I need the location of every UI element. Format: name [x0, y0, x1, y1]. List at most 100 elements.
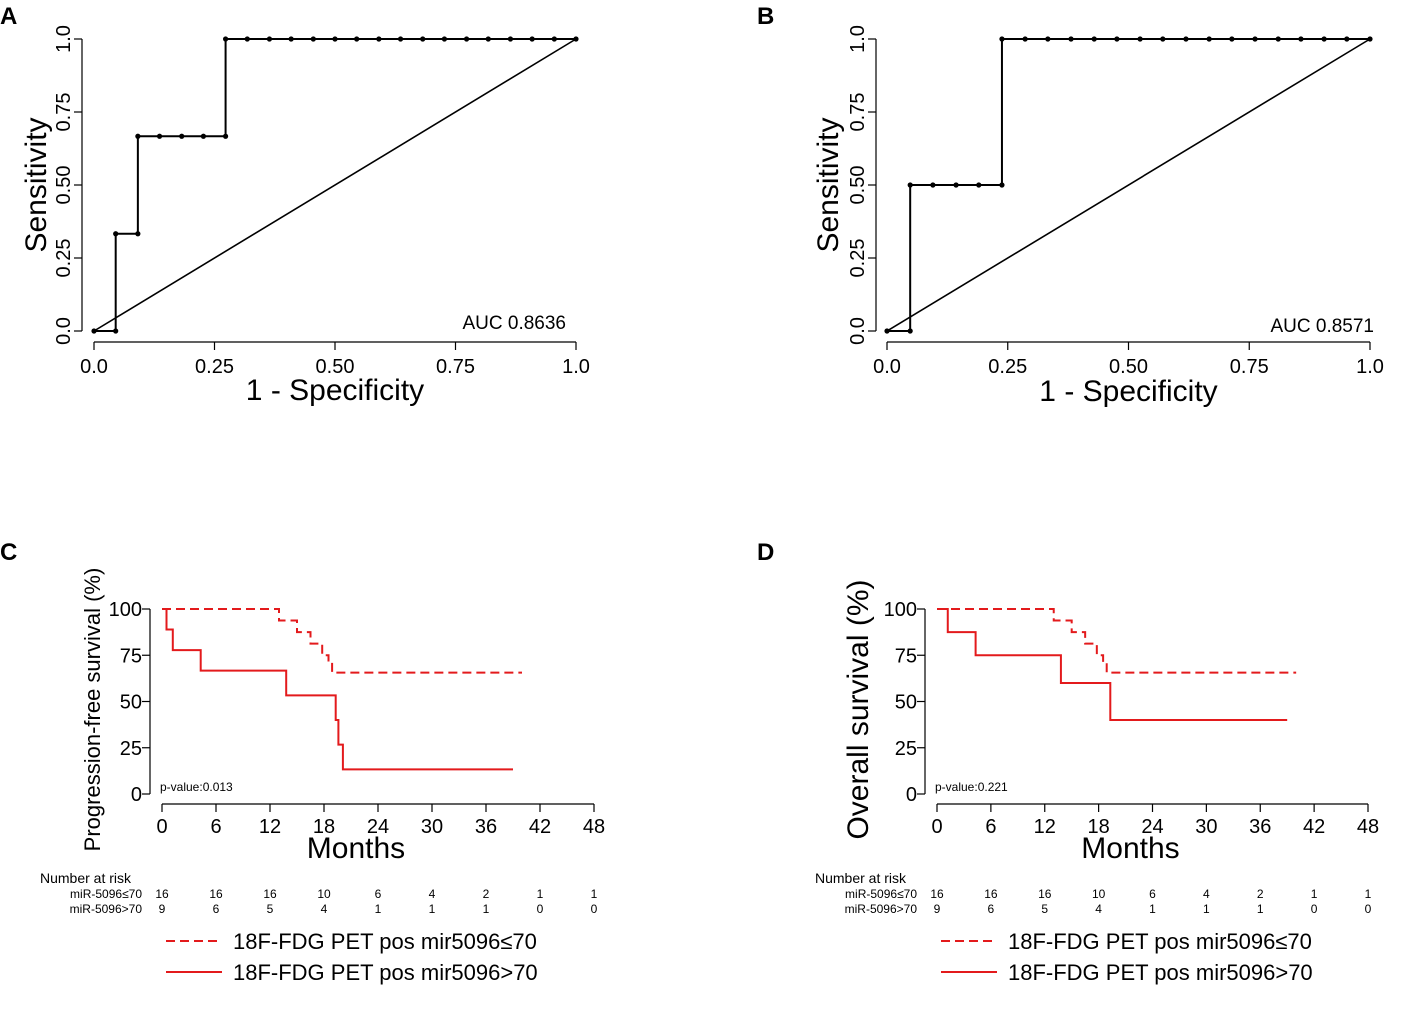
roc-point [1367, 36, 1373, 42]
risk-count: 16 [263, 887, 277, 901]
y-tick-label: 100 [884, 599, 917, 621]
y-tick-label: 0.75 [847, 93, 869, 132]
roc-point [884, 328, 890, 334]
y-tick-label: 0.50 [53, 166, 75, 205]
auc-label: AUC 0.8571 [1270, 316, 1374, 337]
roc-point [999, 182, 1005, 188]
roc-point [1160, 36, 1166, 42]
roc-point [930, 182, 936, 188]
y-tick-label: 0.0 [53, 317, 75, 345]
risk-count: 10 [317, 887, 331, 901]
x-tick-label: 30 [421, 816, 443, 838]
risk-count: 2 [1257, 887, 1264, 901]
legend-label: 18F-FDG PET pos mir5096>70 [1008, 960, 1313, 985]
y-tick-label: 0.50 [847, 166, 869, 205]
roc-point [376, 36, 382, 42]
y-axis-title: Progression-free survival (%) [80, 568, 105, 852]
y-tick-label: 1.0 [847, 25, 869, 53]
risk-count: 6 [375, 887, 382, 901]
x-tick-label: 0.25 [195, 356, 234, 378]
roc-point [222, 36, 229, 42]
roc-panel-b: B 0.0 0.25 0.50 0.75 1.0 0.0 0.25 0.50 0.75 1.0 1 -… [757, 3, 1384, 408]
roc-point [463, 36, 470, 42]
roc-point [441, 36, 448, 42]
y-tick-label: 0.25 [847, 239, 869, 278]
risk-count: 10 [1092, 887, 1106, 901]
roc-point [573, 36, 579, 42]
roc-point [1344, 36, 1350, 42]
x-tick-label: 36 [475, 816, 497, 838]
roc-point [1206, 36, 1212, 42]
y-tick-label: 0.25 [53, 239, 75, 278]
risk-table-title: Number at risk [815, 870, 907, 886]
risk-count: 4 [321, 902, 328, 916]
x-tick-label: 0 [931, 816, 942, 838]
x-tick-label: 0.0 [80, 356, 108, 378]
risk-row-label: miR-5096≤70 [70, 887, 142, 901]
reference-line [886, 38, 1371, 332]
roc-point [1229, 36, 1235, 42]
panel-label: A [0, 3, 17, 30]
risk-count: 4 [429, 887, 436, 901]
risk-count: 1 [483, 902, 490, 916]
y-tick-label: 100 [109, 599, 142, 621]
roc-point [113, 328, 119, 334]
roc-curve [94, 38, 576, 332]
y-tick-label: 25 [895, 738, 917, 760]
roc-point [907, 182, 913, 188]
roc-point [507, 36, 514, 42]
roc-point [91, 328, 97, 334]
risk-count: 16 [155, 887, 169, 901]
risk-count: 1 [537, 887, 544, 901]
reference-line [93, 38, 577, 332]
risk-table-title: Number at risk [40, 870, 132, 886]
y-tick-label: 50 [895, 692, 917, 714]
x-tick-label: 48 [1357, 816, 1379, 838]
risk-count: 1 [1365, 887, 1372, 901]
legend-label: 18F-FDG PET pos mir5096≤70 [1008, 929, 1312, 954]
survival-curve-high [162, 608, 513, 771]
roc-point [1252, 36, 1258, 42]
x-tick-label: 0.50 [1109, 356, 1148, 378]
x-tick-label: 18 [313, 816, 335, 838]
auc-label: AUC 0.8636 [462, 313, 566, 334]
roc-point [244, 36, 250, 42]
risk-count: 5 [267, 902, 274, 916]
risk-count: 0 [1365, 902, 1372, 916]
y-tick-label: 75 [120, 645, 142, 667]
y-tick-label: 0 [131, 784, 142, 806]
risk-count: 1 [429, 902, 436, 916]
x-axis-title: Months [1081, 832, 1179, 865]
risk-row-label: miR-5096>70 [845, 902, 918, 916]
roc-point [1275, 36, 1281, 42]
x-tick-label: 1.0 [1356, 356, 1384, 378]
x-tick-label: 42 [529, 816, 551, 838]
risk-count: 1 [375, 902, 382, 916]
y-tick-label: 0 [906, 784, 917, 806]
y-axis-title: Overall survival (%) [842, 579, 875, 839]
risk-row-label: miR-5096>70 [70, 902, 143, 916]
roc-point [135, 133, 141, 139]
roc-point [179, 133, 185, 139]
survival-curve-low [162, 608, 522, 674]
x-tick-label: 36 [1249, 816, 1271, 838]
roc-point [420, 36, 426, 42]
risk-count: 1 [1203, 902, 1210, 916]
risk-count: 9 [934, 902, 941, 916]
x-tick-label: 0.75 [436, 356, 475, 378]
roc-point [156, 133, 163, 139]
y-tick-label: 50 [120, 692, 142, 714]
roc-point [354, 36, 360, 42]
roc-curve [887, 38, 1370, 332]
risk-row-label: miR-5096≤70 [845, 887, 917, 901]
x-tick-label: 24 [367, 816, 389, 838]
risk-count: 16 [1038, 887, 1052, 901]
legend-label: 18F-FDG PET pos mir5096>70 [233, 960, 538, 985]
risk-count: 4 [1095, 902, 1102, 916]
risk-count: 16 [984, 887, 998, 901]
y-axis-title: Sensitivity [20, 117, 53, 252]
roc-point [999, 36, 1005, 42]
